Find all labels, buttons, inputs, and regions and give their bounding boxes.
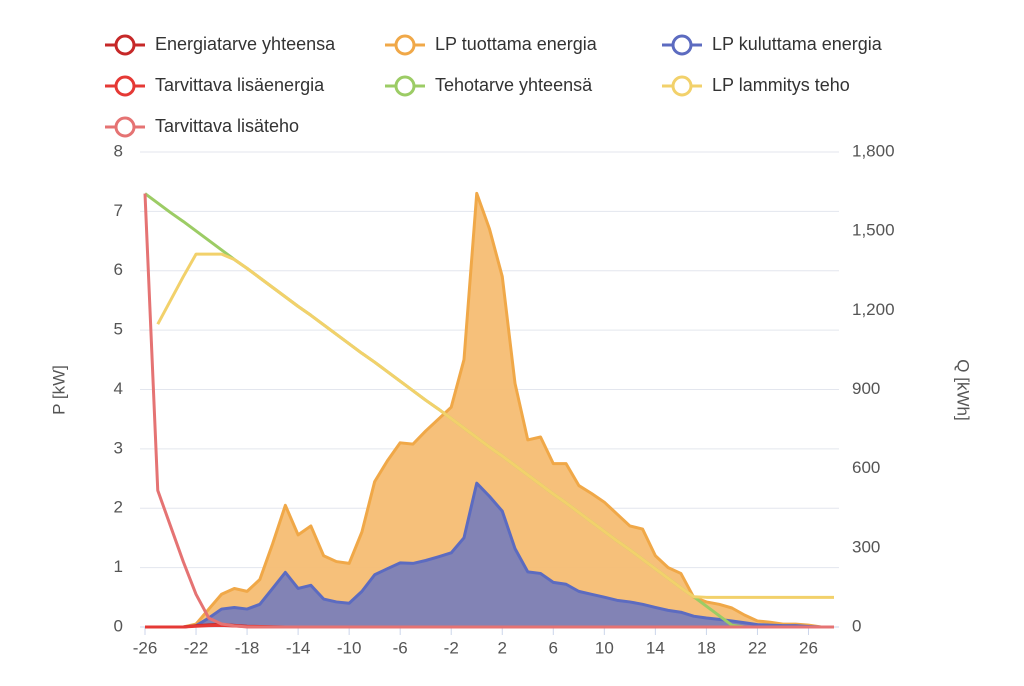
y2-tick-label: 300 [852,537,880,556]
x-tick-label: -18 [235,638,260,657]
legend-label: LP lammitys teho [712,75,850,95]
x-tick-label: -10 [337,638,362,657]
y-tick-label: 6 [114,260,123,279]
y2-tick-label: 0 [852,616,861,635]
legend-marker [114,34,136,56]
y-tick-label: 5 [114,320,123,339]
y2-tick-label: 1,500 [852,221,895,240]
x-tick-label: -26 [133,638,158,657]
x-tick-label: 18 [697,638,716,657]
y-tick-label: 2 [114,498,123,517]
legend-marker [671,34,693,56]
x-tick-label: -6 [393,638,408,657]
area [145,193,834,628]
area [145,483,834,627]
y-tick-label: 1 [114,557,123,576]
line [145,191,834,629]
y2-tick-label: 600 [852,458,880,477]
x-tick-label: 26 [799,638,818,657]
y-tick-label: 7 [114,201,123,220]
legend-marker [394,34,416,56]
y-axis-title: P [kW] [49,365,68,415]
line [145,481,834,629]
y-tick-label: 0 [114,616,123,635]
legend-marker [114,75,136,97]
x-tick-label: 2 [498,638,507,657]
y2-axis-title: Q [kWh] [954,359,973,420]
y2-tick-label: 1,800 [852,141,895,160]
y2-tick-label: 900 [852,379,880,398]
y-tick-label: 4 [114,379,123,398]
line [143,193,834,629]
x-tick-label: -14 [286,638,311,657]
legend-label: LP kuluttama energia [712,34,883,54]
line [156,252,834,599]
x-tick-label: 6 [549,638,558,657]
legend-label: LP tuottama energia [435,34,598,54]
y-tick-label: 3 [114,438,123,457]
x-tick-label: 22 [748,638,767,657]
legend-label: Tarvittava lisäteho [155,116,299,136]
x-tick-label: 14 [646,638,665,657]
legend-label: Energiatarve yhteensa [155,34,336,54]
legend-label: Tehotarve yhteensä [435,75,593,95]
legend-marker [671,75,693,97]
x-tick-label: 10 [595,638,614,657]
legend-marker [394,75,416,97]
legend-marker [114,116,136,138]
x-tick-label: -22 [184,638,209,657]
legend-label: Tarvittava lisäenergia [155,75,325,95]
x-tick-label: -2 [444,638,459,657]
y2-tick-label: 1,200 [852,300,895,319]
y-tick-label: 8 [114,141,123,160]
